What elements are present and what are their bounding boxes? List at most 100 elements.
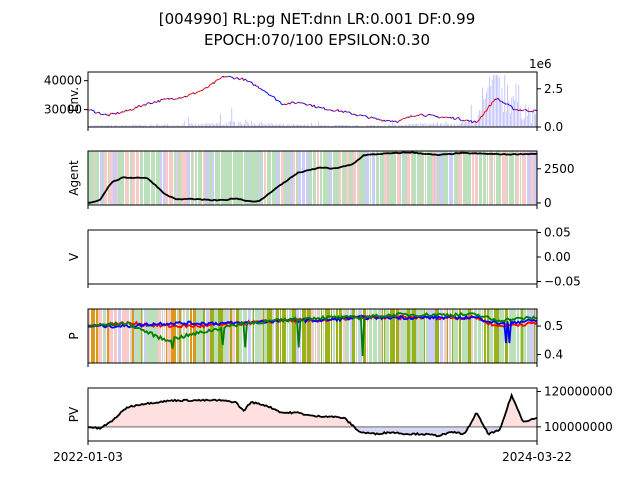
action-stripe bbox=[450, 151, 453, 205]
action-stripe bbox=[401, 309, 404, 363]
price-segment bbox=[219, 77, 222, 80]
action-stripe bbox=[134, 309, 135, 363]
price-segment bbox=[263, 89, 266, 92]
action-stripe bbox=[107, 309, 109, 363]
agent-holdings-line bbox=[87, 151, 538, 204]
price-segment bbox=[421, 113, 424, 116]
price-segment bbox=[292, 101, 295, 104]
price-segment bbox=[526, 110, 529, 112]
price-segment bbox=[274, 97, 277, 101]
action-stripe bbox=[198, 309, 201, 363]
policy-hold-line bbox=[88, 311, 538, 357]
price-segment bbox=[173, 98, 176, 101]
action-stripe bbox=[527, 151, 531, 205]
policy-ylabel: P bbox=[67, 332, 81, 339]
value-ylabel: V bbox=[67, 252, 81, 261]
price-segment bbox=[236, 77, 239, 79]
action-stripe bbox=[449, 309, 450, 363]
price-segment bbox=[479, 116, 482, 120]
action-stripe bbox=[418, 151, 421, 205]
price-segment bbox=[264, 90, 267, 93]
action-stripe bbox=[497, 151, 499, 205]
price-segment bbox=[531, 110, 533, 113]
action-stripe bbox=[165, 151, 168, 205]
action-stripe bbox=[317, 151, 319, 205]
price-segment bbox=[371, 116, 374, 119]
action-stripe bbox=[513, 151, 514, 205]
action-stripe bbox=[273, 309, 274, 363]
action-stripe bbox=[394, 151, 396, 205]
price-segment bbox=[368, 117, 371, 120]
action-stripe bbox=[177, 151, 178, 205]
action-stripe bbox=[231, 151, 232, 205]
price-segment bbox=[218, 78, 221, 80]
pv-gain-fill bbox=[88, 395, 537, 427]
price-segment bbox=[511, 106, 514, 110]
action-stripe bbox=[104, 151, 107, 205]
price-segment bbox=[295, 102, 298, 105]
action-stripe bbox=[369, 309, 370, 363]
action-stripe bbox=[516, 151, 519, 205]
price-segment bbox=[93, 110, 96, 114]
action-stripe bbox=[426, 309, 427, 363]
action-stripe bbox=[507, 151, 508, 205]
action-stripe bbox=[439, 151, 443, 205]
action-stripe bbox=[252, 309, 253, 363]
agent-panel-frame bbox=[87, 150, 538, 206]
price-segment bbox=[162, 98, 165, 101]
price-segment bbox=[213, 80, 217, 84]
env-right-ytick-label: 2.5 bbox=[544, 82, 563, 96]
price-segment bbox=[467, 120, 470, 122]
action-stripe bbox=[225, 151, 228, 205]
action-stripe bbox=[317, 309, 319, 363]
action-stripe bbox=[212, 151, 214, 205]
price-segment bbox=[265, 91, 268, 94]
price-segment bbox=[136, 105, 139, 108]
price-segment bbox=[272, 95, 275, 98]
action-stripe bbox=[122, 309, 125, 363]
action-stripe bbox=[337, 151, 339, 205]
price-segment bbox=[342, 110, 346, 113]
action-stripe bbox=[327, 151, 329, 205]
action-stripe bbox=[257, 151, 259, 205]
price-segment bbox=[169, 97, 172, 100]
price-segment bbox=[303, 102, 306, 105]
action-stripe bbox=[264, 309, 265, 363]
action-stripe bbox=[268, 309, 272, 363]
action-stripe bbox=[255, 309, 258, 363]
action-stripe bbox=[214, 309, 218, 363]
action-stripe bbox=[534, 309, 535, 363]
price-segment bbox=[129, 109, 132, 111]
price-segment bbox=[481, 113, 485, 117]
action-stripe bbox=[160, 151, 162, 205]
price-segment bbox=[474, 121, 477, 123]
action-stripe bbox=[113, 151, 117, 205]
price-segment bbox=[191, 92, 194, 95]
action-stripe bbox=[267, 309, 268, 363]
price-segment bbox=[146, 102, 149, 104]
price-segment bbox=[490, 101, 493, 107]
action-stripe bbox=[527, 309, 529, 363]
action-stripe bbox=[245, 151, 248, 205]
action-stripe bbox=[436, 151, 437, 205]
action-stripe bbox=[326, 309, 330, 363]
price-segment bbox=[117, 111, 120, 115]
action-stripe bbox=[171, 309, 172, 363]
env-panel-frame bbox=[87, 71, 538, 128]
action-stripe bbox=[342, 151, 346, 205]
action-stripe bbox=[163, 151, 164, 205]
action-stripe bbox=[238, 151, 239, 205]
action-stripe bbox=[88, 309, 90, 363]
action-stripe bbox=[91, 151, 94, 205]
price-segment bbox=[322, 106, 324, 109]
price-segment bbox=[208, 84, 211, 88]
action-stripe bbox=[206, 151, 207, 205]
price-segment bbox=[183, 95, 186, 98]
policy-action-background bbox=[88, 309, 537, 363]
action-stripe bbox=[499, 151, 501, 205]
action-stripe bbox=[365, 151, 369, 205]
action-stripe bbox=[251, 151, 253, 205]
action-stripe bbox=[141, 309, 142, 363]
action-stripe bbox=[520, 151, 521, 205]
action-stripe bbox=[276, 151, 279, 205]
